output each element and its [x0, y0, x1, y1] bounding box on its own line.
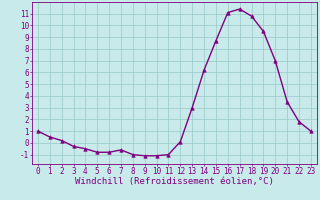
X-axis label: Windchill (Refroidissement éolien,°C): Windchill (Refroidissement éolien,°C): [75, 177, 274, 186]
